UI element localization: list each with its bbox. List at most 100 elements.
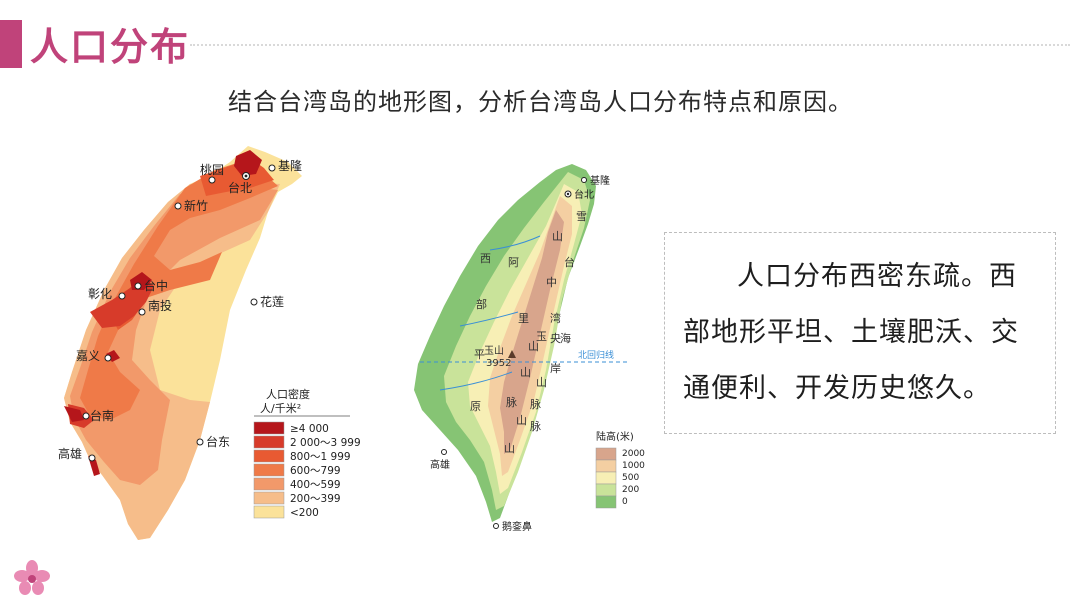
population-legend-unit: 人/千米²	[260, 402, 301, 415]
city-marker-taoyuan: 桃园	[200, 162, 224, 184]
city-marker-taizhong: 台中	[134, 278, 168, 293]
population-legend-label: 400～599	[290, 479, 341, 491]
population-legend-swatch	[253, 491, 285, 505]
terrain-region-char: 台	[564, 255, 575, 269]
svg-text:彰化: 彰化	[88, 286, 112, 301]
answer-text: 人口分布西密东疏。西部地形平坦、土壤肥沃、交通便利、开发历史悠久。	[683, 261, 1019, 404]
population-legend-swatch	[253, 421, 285, 435]
terrain-region-char: 阿	[508, 256, 519, 269]
city-marker-gaoxiong: 高雄	[58, 446, 96, 462]
population-legend-label: <200	[290, 507, 319, 519]
population-legend-swatch	[253, 463, 285, 477]
terrain-region-char: 里	[518, 312, 529, 325]
terrain-region-char: 西	[480, 252, 491, 265]
terrain-region-char: 脉	[530, 419, 541, 433]
svg-text:高雄: 高雄	[430, 458, 450, 471]
terrain-legend-title: 陆高(米)	[596, 430, 634, 443]
terrain-region-char: 湾	[550, 311, 561, 325]
terrain-region-char: 部	[476, 297, 487, 311]
tropic-of-cancer-label: 北回归线	[578, 349, 614, 361]
terrain-region-char: 雪	[576, 210, 587, 223]
terrain-city-taibei: 台北	[564, 188, 594, 201]
population-legend: 人口密度 人/千米² ≥4 000 2 000～3 999 800～1 999 600…	[253, 387, 360, 519]
title-accent-bar	[0, 20, 22, 68]
terrain-region-char: 山	[536, 376, 547, 389]
page-title: 人口分布	[30, 25, 191, 69]
population-legend-label: 2 000～3 999	[290, 437, 360, 449]
svg-text:台北: 台北	[574, 188, 594, 201]
terrain-region-char: 央	[550, 332, 561, 345]
terrain-region-char: 山	[520, 366, 531, 379]
svg-text:桃园: 桃园	[200, 162, 224, 177]
population-legend-swatch	[253, 477, 285, 491]
terrain-region-char: 岸	[550, 362, 561, 375]
svg-text:台南: 台南	[90, 408, 114, 423]
terrain-region-char: 玉	[536, 330, 547, 343]
terrain-region-char: 山	[528, 340, 539, 353]
yushan-peak-icon	[508, 350, 516, 358]
city-marker-nantou: 南投	[138, 298, 172, 316]
terrain-legend-label: 1000	[622, 461, 645, 471]
city-marker-hualian: 花莲	[250, 294, 284, 309]
svg-text:台东: 台东	[206, 434, 230, 449]
title-divider	[190, 44, 1070, 46]
pop-region-4000-taibei	[234, 150, 262, 176]
city-marker-jiayi: 嘉义	[76, 349, 112, 363]
city-marker-taidong: 台东	[196, 434, 230, 449]
population-legend-swatch	[253, 449, 285, 463]
pop-region-600	[80, 162, 278, 420]
svg-text:玉山: 玉山	[484, 345, 504, 357]
population-legend-label: 800～1 999	[290, 451, 351, 463]
terrain-city-jilong: 基隆	[581, 174, 610, 187]
terrain-region-labels: 西部平原阿里山台中湾玉央海岸山脉雪山山脉山 脉山	[470, 210, 587, 455]
terrain-region-char: 原	[470, 400, 481, 413]
terrain-region-char: 山	[552, 230, 563, 243]
pop-region-4000-tainan	[64, 406, 84, 422]
terrain-legend-swatch	[595, 459, 617, 473]
terrain-2000	[500, 210, 564, 454]
svg-text:嘉义: 嘉义	[76, 349, 100, 363]
population-density-map: 台北 基隆 桃园 新竹 台中 彰化 南投 花莲 嘉义 台南 高雄 台东	[58, 146, 360, 540]
answer-box: 人口分布西密东疏。西部地形平坦、土壤肥沃、交通便利、开发历史悠久。	[664, 232, 1056, 434]
city-marker-xinzhu: 新竹	[174, 198, 208, 213]
svg-text:基隆: 基隆	[590, 174, 610, 187]
flower-icon	[14, 560, 50, 595]
terrain-map: 北回归线 玉山 3952 基隆 台北 高雄 鹅銮鼻 西部平原阿里山台中湾玉央海岸…	[414, 164, 645, 533]
terrain-legend-swatch	[595, 495, 617, 509]
terrain-region-char: 脉	[506, 395, 517, 409]
terrain-legend-label: 2000	[622, 449, 645, 459]
city-marker-tainan: 台南	[82, 408, 114, 423]
svg-text:花莲: 花莲	[260, 294, 284, 309]
city-marker-taibei: 台北	[228, 172, 252, 195]
population-legend-swatch	[253, 435, 285, 449]
terrain-region-char: 平	[474, 348, 485, 361]
terrain-region-char: 中	[546, 276, 557, 289]
terrain-legend-label: 200	[622, 485, 639, 495]
population-legend-label: ≥4 000	[290, 423, 329, 435]
terrain-region-char: 山	[504, 442, 515, 455]
population-legend-title: 人口密度	[266, 387, 310, 401]
svg-text:台中: 台中	[144, 278, 168, 293]
river-2	[439, 371, 513, 391]
population-legend-label: 600～799	[290, 465, 341, 477]
svg-text:新竹: 新竹	[184, 198, 208, 213]
terrain-region-char: 脉	[530, 397, 541, 411]
terrain-legend-swatch	[595, 471, 617, 485]
terrain-city-gaoxiong: 高雄	[430, 449, 450, 471]
terrain-legend-label: 500	[622, 473, 639, 483]
terrain-legend-label: 0	[622, 497, 628, 507]
question-text: 结合台湾岛的地形图，分析台湾岛人口分布特点和原因。	[228, 88, 853, 116]
population-legend-swatch	[253, 505, 285, 519]
terrain-city-eluanbi: 鹅銮鼻	[493, 520, 532, 533]
river-3	[489, 235, 541, 251]
population-legend-label: 200～399	[290, 493, 341, 505]
svg-text:台北: 台北	[228, 180, 252, 195]
svg-text:高雄: 高雄	[58, 446, 82, 461]
svg-text:3952: 3952	[486, 358, 511, 369]
terrain-legend-swatch	[595, 447, 617, 461]
pop-region-4000-jiayi	[106, 350, 120, 362]
terrain-legend-swatch	[595, 483, 617, 497]
svg-text:鹅銮鼻: 鹅銮鼻	[502, 520, 532, 533]
city-marker-zhanghua: 彰化	[88, 286, 126, 301]
